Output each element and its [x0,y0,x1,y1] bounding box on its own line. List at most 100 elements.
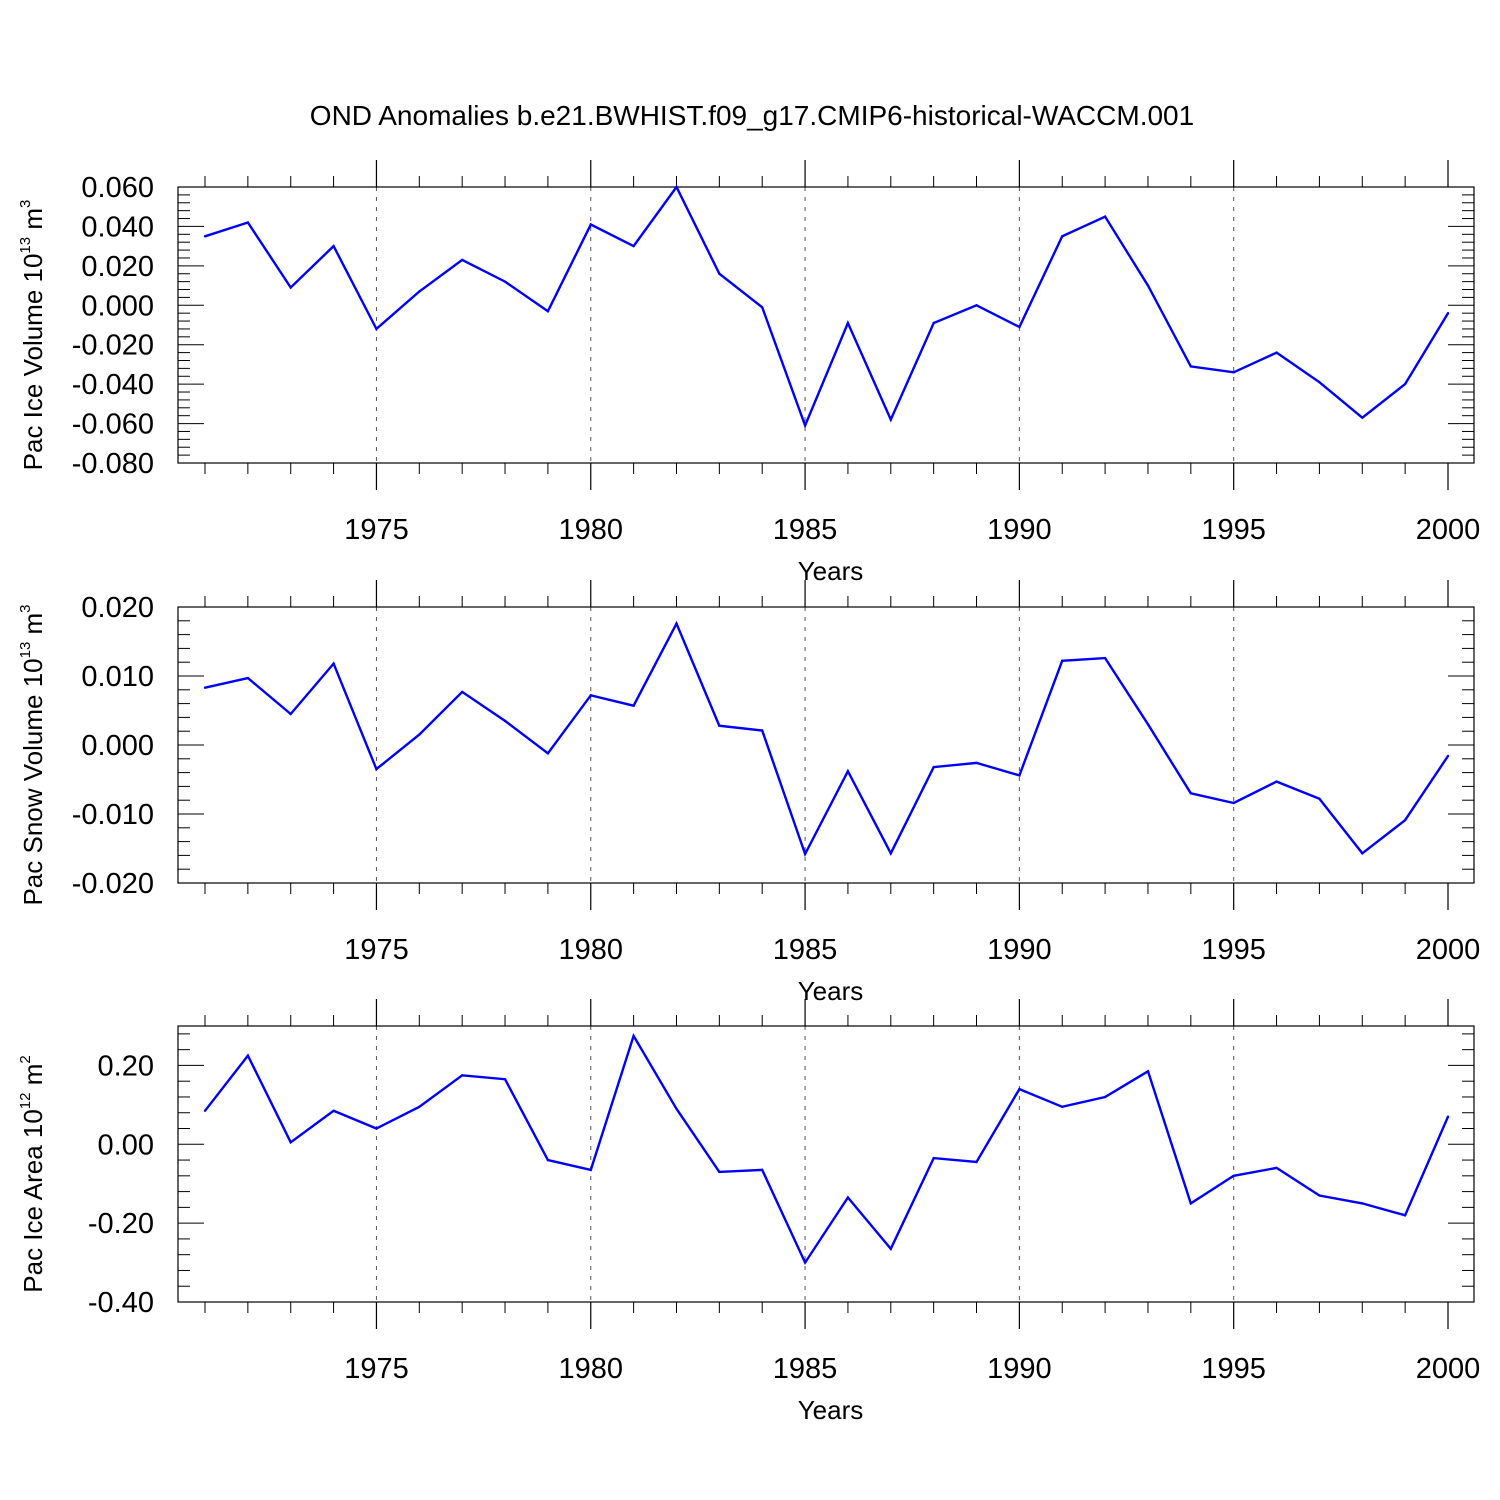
data-point [503,719,507,723]
data-point [1146,723,1150,726]
data-point [503,280,507,283]
data-point [1275,1166,1278,1170]
data-point [846,1196,850,1199]
data-point [718,724,721,727]
x-tick-label: 2000 [1416,514,1481,546]
data-point [932,1156,935,1160]
data-point [1403,382,1407,386]
x-tick-label: 1995 [1201,934,1266,966]
series-line [204,184,1450,429]
data-point [632,704,635,707]
data-point [375,1127,378,1130]
data-point [889,852,892,855]
data-point [1189,792,1193,795]
y-tick-label: 0.040 [81,211,154,243]
data-point [546,1158,550,1162]
data-point [289,1141,292,1144]
data-point [1103,1095,1107,1099]
data-point [889,418,892,421]
data-point [1018,325,1021,329]
x-tick-label: 1990 [987,934,1052,966]
data-point [675,1107,678,1111]
y-tick-label: -0.020 [72,868,154,900]
x-tick-label: 1985 [773,514,838,546]
data-point [1061,235,1064,238]
data-point [761,306,764,309]
y-tick-label: 0.060 [81,172,154,204]
data-point [289,286,292,289]
y-tick-label: -0.40 [88,1287,154,1319]
data-point [1018,774,1021,777]
data-point [1275,780,1278,783]
data-point [1318,1194,1321,1197]
data-point [803,852,807,856]
chart-panel-1: 1975 1980 1985 1990 1995 2000 -0.080 -0.060 -0.0… [17,160,1480,586]
y-tick-label: -0.010 [72,799,154,831]
x-tick-label: 1975 [344,514,409,546]
data-point [1232,1174,1235,1178]
data-point [375,767,378,771]
data-point [246,221,250,224]
plot-frame [177,606,1475,884]
data-point [761,729,764,732]
x-axis-label: Years [798,976,864,1006]
data-point [332,1109,335,1113]
data-point [332,244,335,248]
data-point [203,235,207,238]
data-point [1103,656,1107,660]
x-tick-label: 1985 [773,1353,838,1385]
data-point [932,321,935,325]
data-point [246,676,250,680]
figure-title: OND Anomalies b.e21.BWHIST.f09_g17.CMIP6… [310,100,1194,131]
data-point [1446,312,1450,315]
data-point [1275,351,1278,354]
data-point [418,1105,421,1109]
x-tick-label: 1980 [559,1353,624,1385]
x-tick-label: 1975 [344,1353,409,1385]
data-point [375,327,378,331]
data-point [761,1168,764,1172]
x-tick-label: 1995 [1201,514,1266,546]
data-point [418,290,421,293]
data-point [1361,416,1364,419]
x-axis-label: Years [798,1395,864,1425]
data-point [1189,1202,1193,1205]
data-point [846,770,850,773]
data-point [589,223,592,226]
data-point [289,712,292,716]
x-tick-label: 2000 [1416,1353,1481,1385]
data-point [418,733,421,736]
data-point [889,1247,892,1251]
plot-frame [177,186,1475,464]
data-point [975,761,978,765]
data-point [975,304,978,307]
y-tick-label: -0.20 [88,1208,154,1240]
y-tick-label: 0.000 [81,730,154,762]
data-point [1446,1115,1450,1118]
x-tick-label: 1990 [987,1353,1052,1385]
y-tick-label: -0.080 [72,448,154,480]
chart-panel-2: 1975 1980 1985 1990 1995 2000 -0.020 -0.010 0.00… [17,580,1480,1006]
data-point [846,321,850,325]
data-point [546,310,550,313]
x-tick-label: 1995 [1201,1353,1266,1385]
y-axis-label: Pac Ice Area 1012 m2 [17,1055,48,1292]
data-point [203,686,207,689]
data-point [632,244,635,248]
data-point [1403,1214,1407,1217]
data-point [246,1054,250,1057]
y-tick-label: 0.020 [81,592,154,624]
y-tick-label: -0.060 [72,409,154,441]
data-point [675,622,678,625]
data-point [203,1109,207,1113]
data-point [803,1261,807,1264]
data-point [803,424,807,427]
data-point [332,662,335,665]
chart-panel-3: 1975 1980 1985 1990 1995 2000 -0.40 -0.20 0.00 0.… [17,999,1480,1425]
data-point [1232,801,1235,805]
y-tick-label: 0.000 [81,290,154,322]
data-point [546,752,550,755]
panels: 1975 1980 1985 1990 1995 2000 -0.080 -0.060 -0.0… [17,160,1480,1425]
x-tick-label: 1980 [559,934,624,966]
